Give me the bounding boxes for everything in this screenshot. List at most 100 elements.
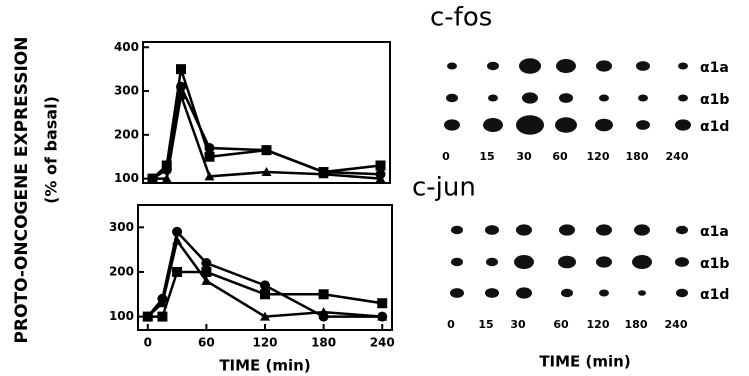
point xyxy=(176,64,186,74)
blot-spot xyxy=(483,118,503,132)
point xyxy=(176,82,186,92)
blot-column-label: 180 xyxy=(625,318,648,331)
blot-spot xyxy=(519,58,541,73)
blot-column-label: 0 xyxy=(442,150,450,163)
y-tick-label: 100 xyxy=(114,171,139,185)
series-line xyxy=(148,232,382,317)
point xyxy=(205,143,215,153)
blot-spot xyxy=(514,255,534,269)
blot-spot xyxy=(485,288,499,298)
blot-spot xyxy=(485,225,499,235)
y-tick-label: 200 xyxy=(109,264,134,278)
plot-frame xyxy=(143,42,390,183)
blot-spot xyxy=(634,224,650,235)
blot-column-label: 120 xyxy=(587,150,610,163)
point xyxy=(205,152,215,162)
blot-spot xyxy=(596,256,612,267)
point xyxy=(319,289,329,299)
y-tick-label: 300 xyxy=(109,220,134,234)
blot-spot xyxy=(676,226,688,234)
blot-column-label: 240 xyxy=(665,318,688,331)
blot-spot xyxy=(555,117,577,132)
x-tick-label: 240 xyxy=(370,336,395,350)
point xyxy=(376,160,386,170)
blot-column-label: 30 xyxy=(516,150,532,163)
blot-spot xyxy=(486,258,498,266)
blot-spot xyxy=(636,120,650,130)
blot-row-label: α1d xyxy=(700,287,729,303)
blot-column-label: 120 xyxy=(587,318,610,331)
blot-row-label: α1d xyxy=(700,119,729,135)
blot-spot xyxy=(561,289,573,297)
series-line xyxy=(153,87,381,179)
blot-spot xyxy=(556,59,576,73)
point xyxy=(260,289,270,299)
point xyxy=(201,258,211,268)
blot-column-label: 60 xyxy=(552,150,568,163)
blot-column-label: 180 xyxy=(626,150,649,163)
blot-column-label: 15 xyxy=(479,150,494,163)
point xyxy=(172,227,182,237)
blot-spot xyxy=(636,61,650,71)
x-tick-label: 120 xyxy=(252,336,277,350)
x-tick-label: 60 xyxy=(198,336,215,350)
blot-spot xyxy=(488,95,498,102)
blot-row-label: α1a xyxy=(700,60,729,76)
blot-column-label: 15 xyxy=(478,318,493,331)
blot-column-label: 0 xyxy=(447,318,455,331)
figure: PROTO-ONCOGENE EXPRESSION (% of basal) T… xyxy=(0,0,749,376)
y-tick-label: 100 xyxy=(109,309,134,323)
blot-spot xyxy=(559,224,575,235)
blot-spot xyxy=(516,115,544,135)
blot-spot xyxy=(522,92,538,103)
series-line xyxy=(153,95,381,178)
blot-spot xyxy=(638,290,646,296)
blot-spot xyxy=(447,63,457,70)
blot-spot xyxy=(596,224,612,235)
blot-spot xyxy=(446,94,458,102)
point xyxy=(262,145,272,155)
point xyxy=(157,312,167,322)
x-axis-label: TIME (min) xyxy=(219,357,310,375)
blot-spot xyxy=(638,95,648,102)
point xyxy=(260,280,270,290)
blot-spot xyxy=(675,119,691,130)
blot-spot xyxy=(675,257,689,267)
blot-spot xyxy=(676,289,688,297)
blot-spot xyxy=(599,290,609,297)
x-tick-label: 0 xyxy=(144,336,152,350)
x-tick-label: 180 xyxy=(311,336,336,350)
blot-spot xyxy=(444,119,460,130)
blot-spot xyxy=(516,224,532,235)
blot-spot xyxy=(595,119,613,132)
y-tick-label: 300 xyxy=(114,84,139,98)
point xyxy=(377,298,387,308)
blot-column-label: 60 xyxy=(553,318,569,331)
blot-spot xyxy=(632,255,652,269)
y-tick-label: 200 xyxy=(114,127,139,141)
y-tick-label: 400 xyxy=(114,40,139,54)
blot-spot xyxy=(451,258,463,266)
blot-column-label: 240 xyxy=(666,150,689,163)
blot-x-label: TIME (min) xyxy=(539,353,630,371)
blot-spot xyxy=(599,95,609,102)
blot-row-label: α1a xyxy=(700,224,729,240)
blot-spot xyxy=(451,226,463,234)
y-axis-label: PROTO-ONCOGENE EXPRESSION xyxy=(12,37,32,344)
blot-spot xyxy=(678,63,688,70)
y-axis-sublabel: (% of basal) xyxy=(42,96,61,204)
blot-spot xyxy=(487,62,499,70)
blot-spot xyxy=(558,256,576,269)
chart-title: c-fos xyxy=(430,3,492,33)
blot-spot xyxy=(559,93,573,103)
blot-row-label: α1b xyxy=(700,92,729,108)
point xyxy=(172,267,182,277)
chart-title: c-jun xyxy=(412,173,476,203)
series-line xyxy=(148,241,382,317)
series-line xyxy=(153,69,381,178)
blot-spot xyxy=(450,288,464,298)
blot-spot xyxy=(678,95,688,102)
blot-column-label: 30 xyxy=(510,318,526,331)
blot-row-label: α1b xyxy=(700,256,729,272)
blot-spot xyxy=(596,60,612,71)
